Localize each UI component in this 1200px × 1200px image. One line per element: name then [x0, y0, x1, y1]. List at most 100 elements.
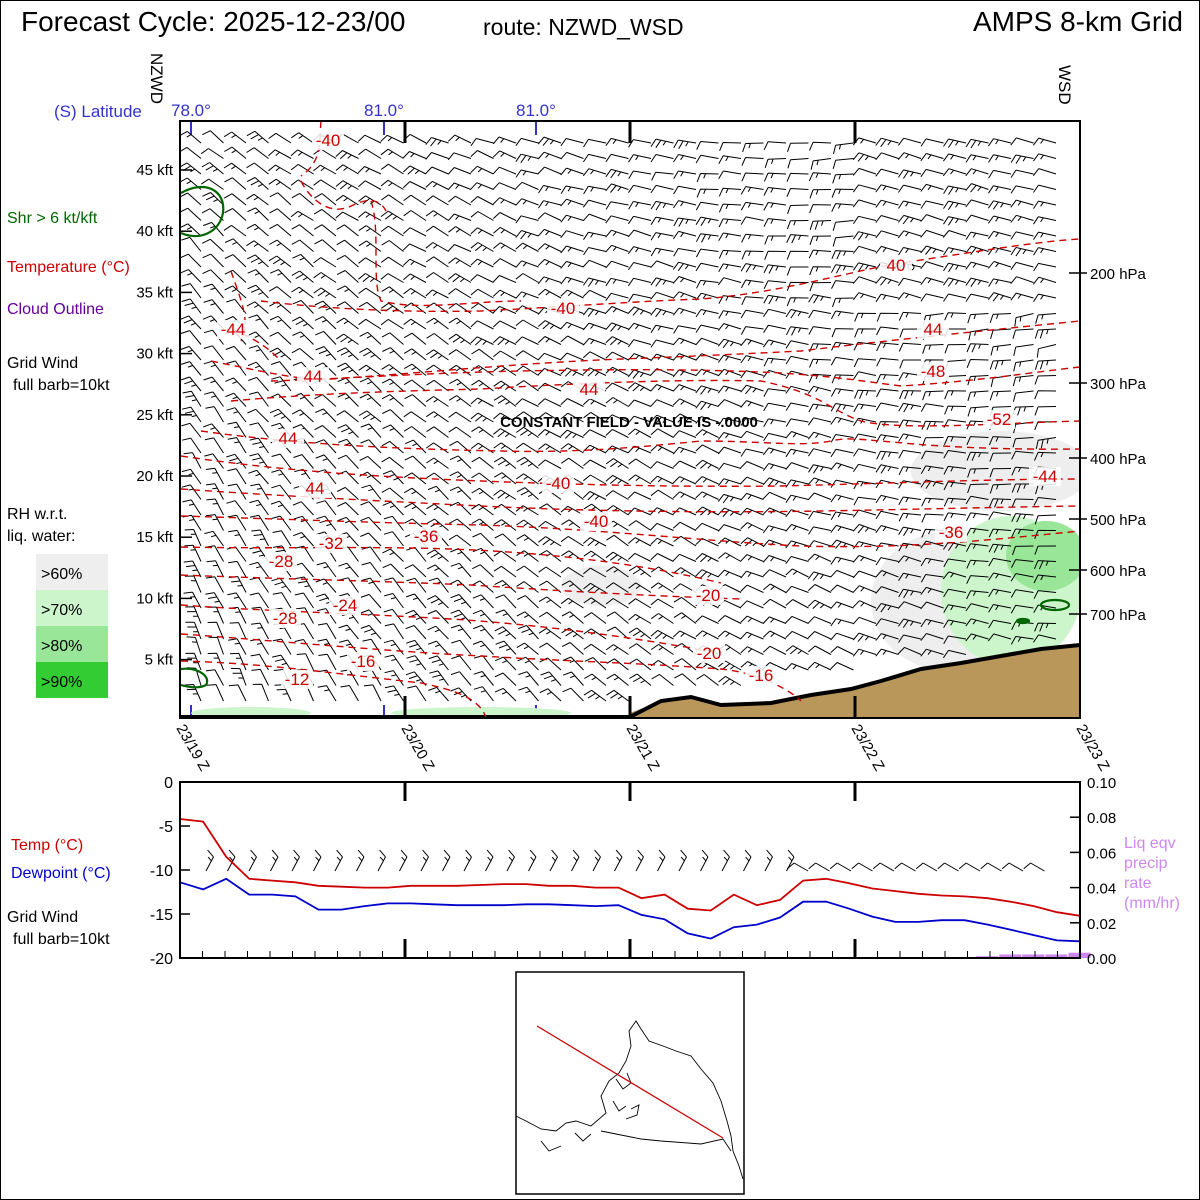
wind-barb	[605, 277, 629, 287]
wind-barb	[404, 439, 427, 454]
wind-barb	[1033, 200, 1057, 209]
wind-barb	[809, 266, 832, 276]
wind-barb	[314, 316, 337, 330]
wind-barb	[830, 264, 854, 274]
wind-barb	[226, 453, 247, 469]
wind-barb	[470, 242, 494, 252]
isotherm-label-bg	[983, 410, 1015, 429]
wind-barb	[224, 177, 247, 190]
wind-barb	[852, 648, 877, 657]
wind-barb	[897, 555, 922, 564]
wind-barb	[897, 646, 922, 655]
wind-barb	[897, 277, 922, 286]
wind-barb	[315, 454, 337, 469]
wind-barb	[965, 245, 989, 256]
wind-barb	[852, 616, 877, 625]
wind-barb	[1034, 390, 1057, 400]
wind-barb	[786, 234, 809, 244]
wind-barb	[740, 216, 764, 225]
wind-barb	[851, 862, 873, 872]
wind-barb	[943, 216, 967, 226]
wind-barb	[515, 319, 539, 330]
wind-barb	[672, 200, 697, 209]
isotherm-label-bg	[917, 320, 949, 339]
isotherm-label-bg	[299, 479, 331, 498]
wind-barb	[809, 282, 832, 292]
wind-barb	[403, 472, 427, 485]
wind-barb	[203, 299, 224, 314]
wind-barb	[875, 168, 899, 177]
wind-barb	[403, 210, 427, 221]
wind-barb	[942, 230, 967, 238]
wind-barb	[875, 494, 899, 504]
wind-barb	[605, 201, 629, 210]
wind-barb	[494, 626, 517, 640]
wind-barb	[316, 608, 337, 624]
wind-barb	[740, 186, 764, 195]
wind-barb	[787, 142, 809, 152]
wind-barb	[852, 167, 877, 176]
wind-barb	[832, 235, 854, 247]
wind-barb	[742, 142, 764, 153]
wind-barb	[650, 260, 674, 269]
wind-barb	[808, 294, 832, 304]
isotherm-label: -52	[987, 410, 1012, 429]
wind-barb	[786, 862, 809, 872]
wind-barb	[988, 619, 1012, 629]
wind-barb	[627, 322, 652, 331]
wind-barb	[516, 426, 539, 438]
wind-barb	[537, 212, 562, 221]
wind-barb	[853, 480, 877, 490]
altitude-tick-label: 10 kft	[136, 590, 174, 607]
wind-barb	[472, 532, 494, 547]
wind-barb	[717, 385, 742, 394]
wind-barb	[451, 655, 472, 671]
wind-barb	[181, 298, 202, 314]
wind-barb	[853, 433, 877, 442]
temperature-legend: Temperature (°C)	[7, 259, 130, 276]
wind-barb	[605, 382, 629, 392]
wind-barb	[384, 685, 404, 702]
wind-barb	[876, 388, 899, 398]
wind-barb	[335, 150, 359, 160]
temp-axis-tick-label: -5	[159, 819, 173, 836]
rh-legend-label: >90%	[41, 674, 82, 691]
wind-barb	[248, 469, 269, 485]
wind-barb	[225, 377, 247, 392]
wind-barb	[990, 328, 1012, 340]
wind-barb	[787, 204, 809, 215]
wind-barb	[875, 525, 899, 534]
wind-barb	[628, 598, 652, 609]
wind-barb	[987, 633, 1012, 642]
wind-barb	[202, 269, 224, 283]
wind-barb	[876, 312, 899, 322]
wind-barb	[201, 178, 224, 190]
wind-barb	[246, 147, 269, 159]
wind-barb	[538, 288, 562, 299]
wind-barb	[582, 259, 607, 268]
shear-legend: Shr > 6 kt/kft	[7, 210, 98, 227]
wind-barb	[942, 571, 967, 580]
wind-barb	[472, 594, 494, 609]
wind-barb	[338, 562, 359, 578]
wind-barb	[361, 546, 382, 562]
isotherm-label-bg	[580, 512, 612, 531]
wind-barb	[920, 153, 944, 162]
wind-barb	[180, 146, 202, 159]
wind-barb	[764, 849, 773, 872]
wind-barb	[295, 576, 314, 593]
wind-barb	[965, 199, 989, 208]
wind-barb	[696, 141, 719, 150]
wind-barb	[785, 385, 809, 394]
wind-barb	[562, 687, 584, 702]
isotherm-label: -12	[285, 670, 310, 689]
wind-barb	[965, 527, 989, 537]
wind-barb	[249, 561, 269, 578]
wind-barb	[359, 331, 382, 345]
wind-barb	[208, 636, 224, 655]
wind-barb	[605, 644, 629, 655]
wind-barb	[605, 244, 629, 253]
barb-scale-legend: full barb=10kt	[13, 377, 110, 394]
wind-barb	[830, 524, 854, 533]
wind-barb	[493, 395, 517, 407]
